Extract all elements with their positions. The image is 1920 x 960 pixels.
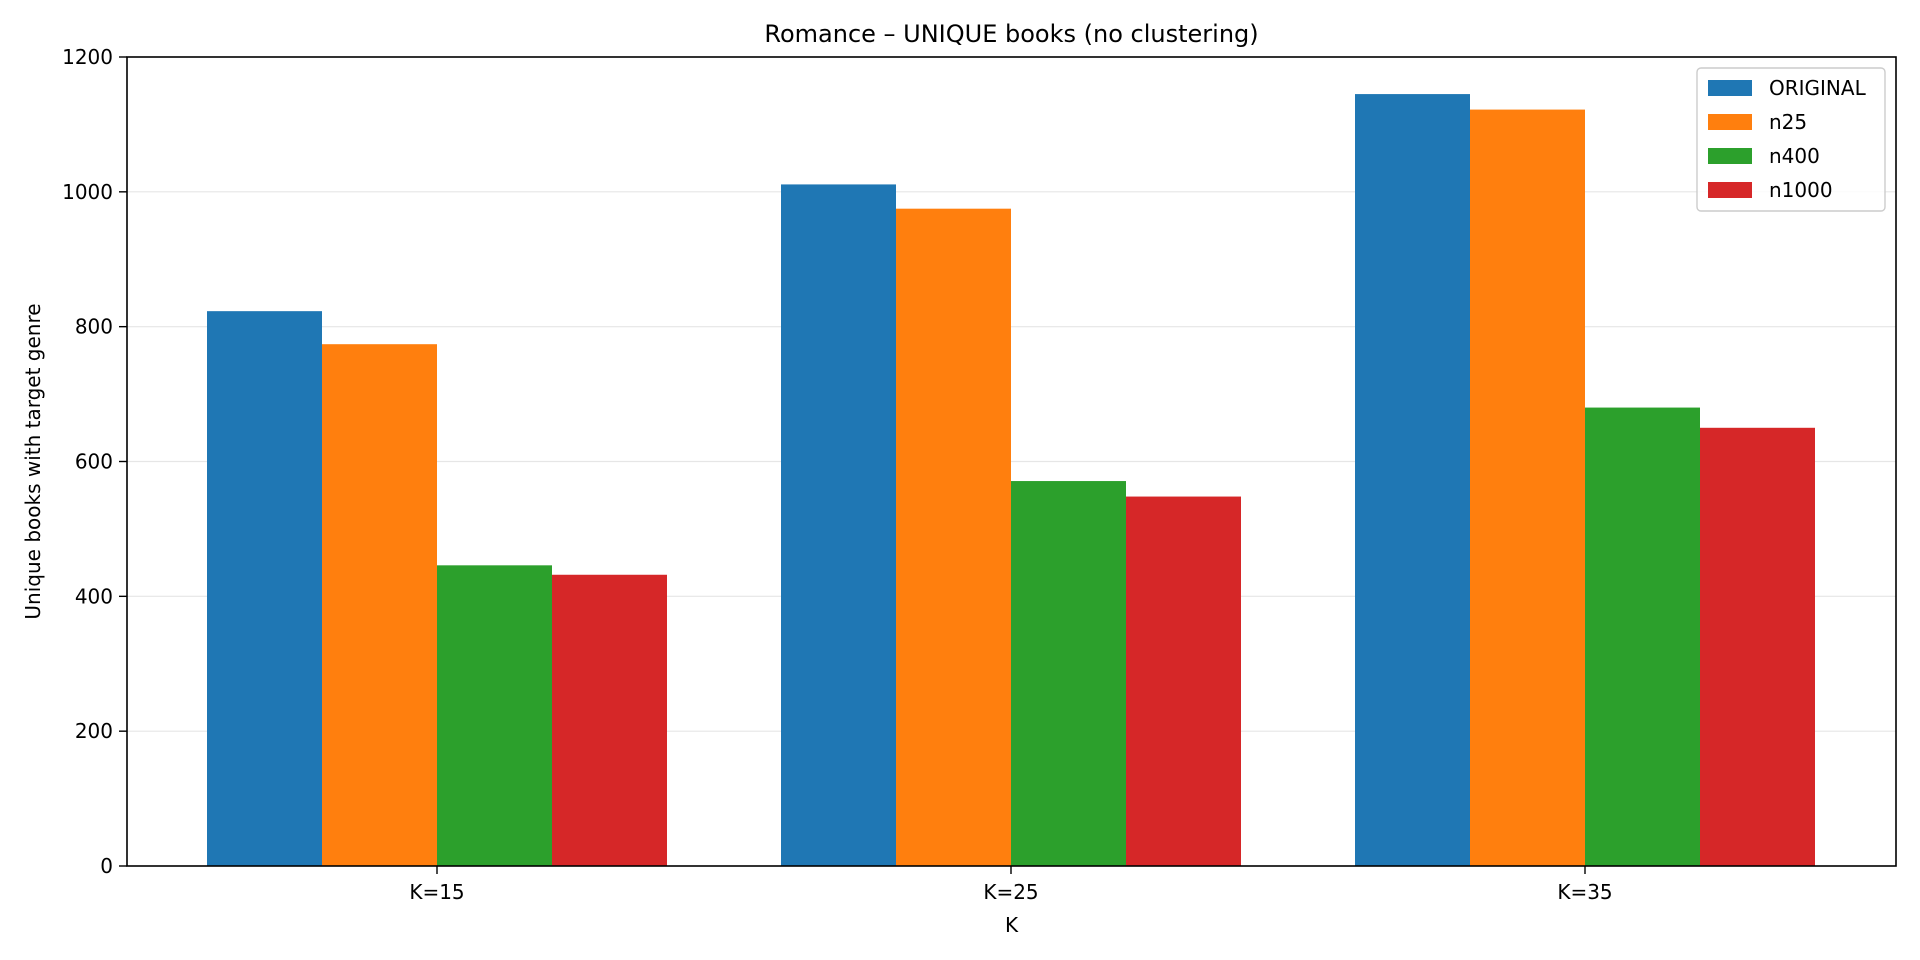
x-tick-label: K=15 (409, 880, 464, 904)
bars (207, 94, 1815, 867)
legend-swatch-ORIGINAL (1708, 80, 1752, 96)
bar-n400-K=25 (1011, 481, 1126, 866)
x-tick-label: K=25 (983, 880, 1038, 904)
x-axis-ticks: K=15 K=25 K=35 (409, 866, 1613, 904)
legend: ORIGINAL n25 n400 n1000 (1696, 67, 1886, 212)
bar-n1000-K=25 (1126, 496, 1241, 866)
legend-label-ORIGINAL: ORIGINAL (1769, 76, 1867, 100)
legend-swatch-n400 (1708, 148, 1752, 164)
legend-box (1696, 67, 1886, 212)
legend-swatch-n25 (1708, 114, 1752, 130)
y-tick-label: 800 (75, 315, 113, 339)
y-tick-label: 600 (75, 450, 113, 474)
bar-ORIGINAL-K=25 (781, 184, 896, 867)
bar-n400-K=35 (1585, 407, 1700, 866)
y-axis-ticks: 0 200 400 600 800 1000 1200 (62, 45, 127, 878)
legend-swatch-n1000 (1708, 182, 1752, 198)
legend-label-n1000: n1000 (1769, 178, 1833, 202)
bar-n25-K=15 (322, 344, 437, 866)
y-axis-title: Unique books with target genre (21, 303, 45, 619)
bar-n1000-K=15 (552, 574, 667, 866)
y-tick-label: 400 (75, 584, 113, 608)
y-tick-label: 200 (75, 719, 113, 743)
bar-ORIGINAL-K=15 (207, 311, 322, 866)
x-axis-title: K (1005, 913, 1019, 937)
bar-n400-K=15 (437, 565, 552, 866)
y-tick-label: 0 (100, 854, 113, 878)
bar-n25-K=25 (896, 208, 1011, 866)
chart-title: Romance – UNIQUE books (no clustering) (764, 20, 1258, 48)
x-tick-label: K=35 (1557, 880, 1612, 904)
bar-ORIGINAL-K=35 (1355, 94, 1470, 867)
y-tick-label: 1000 (62, 180, 113, 204)
legend-label-n400: n400 (1769, 144, 1820, 168)
y-tick-label: 1200 (62, 45, 113, 69)
bar-n1000-K=35 (1700, 427, 1815, 866)
legend-label-n25: n25 (1769, 110, 1807, 134)
bar-n25-K=35 (1470, 109, 1585, 866)
